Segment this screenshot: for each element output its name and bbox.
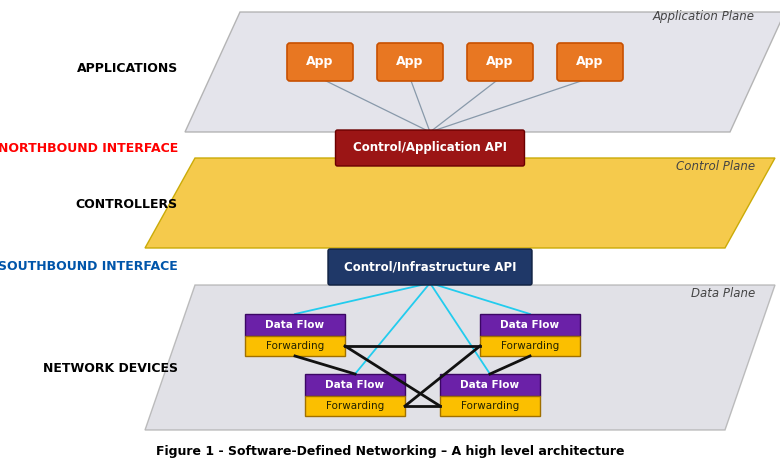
Text: App: App	[486, 55, 514, 69]
Text: App: App	[307, 55, 334, 69]
Text: APPLICATIONS: APPLICATIONS	[76, 62, 178, 75]
Text: Forwarding: Forwarding	[266, 341, 324, 351]
Bar	[245, 336, 345, 356]
FancyBboxPatch shape	[377, 43, 443, 81]
Polygon shape	[145, 285, 775, 430]
FancyBboxPatch shape	[335, 130, 524, 166]
Text: Data Flow: Data Flow	[460, 380, 519, 390]
Text: App: App	[576, 55, 604, 69]
Text: Forwarding: Forwarding	[501, 341, 559, 351]
Bar	[440, 374, 540, 396]
Bar	[305, 374, 405, 396]
Text: CONTROLLERS: CONTROLLERS	[76, 198, 178, 212]
Polygon shape	[185, 12, 780, 132]
Bar	[245, 314, 345, 336]
Text: Control/Infrastructure API: Control/Infrastructure API	[344, 260, 516, 274]
FancyBboxPatch shape	[287, 43, 353, 81]
Text: Figure 1 - Software-Defined Networking – A high level architecture: Figure 1 - Software-Defined Networking –…	[156, 445, 624, 458]
Text: App: App	[396, 55, 424, 69]
Bar	[480, 336, 580, 356]
Bar	[480, 314, 580, 336]
Text: Data Flow: Data Flow	[501, 320, 559, 330]
Polygon shape	[145, 158, 775, 248]
Text: NORTHBOUND INTERFACE: NORTHBOUND INTERFACE	[0, 141, 178, 155]
Text: NETWORK DEVICES: NETWORK DEVICES	[43, 361, 178, 375]
FancyBboxPatch shape	[467, 43, 533, 81]
Text: Application Plane: Application Plane	[653, 10, 755, 23]
Text: Data Flow: Data Flow	[265, 320, 324, 330]
FancyBboxPatch shape	[328, 249, 532, 285]
Text: Data Plane: Data Plane	[691, 287, 755, 300]
Text: Control/Application API: Control/Application API	[353, 141, 507, 155]
Text: Control Plane: Control Plane	[676, 160, 755, 173]
Text: Forwarding: Forwarding	[461, 401, 519, 411]
Text: Data Flow: Data Flow	[325, 380, 385, 390]
Text: Forwarding: Forwarding	[326, 401, 384, 411]
Bar	[440, 396, 540, 416]
FancyBboxPatch shape	[557, 43, 623, 81]
Bar	[305, 396, 405, 416]
Text: SOUTHBOUND INTERFACE: SOUTHBOUND INTERFACE	[0, 260, 178, 274]
